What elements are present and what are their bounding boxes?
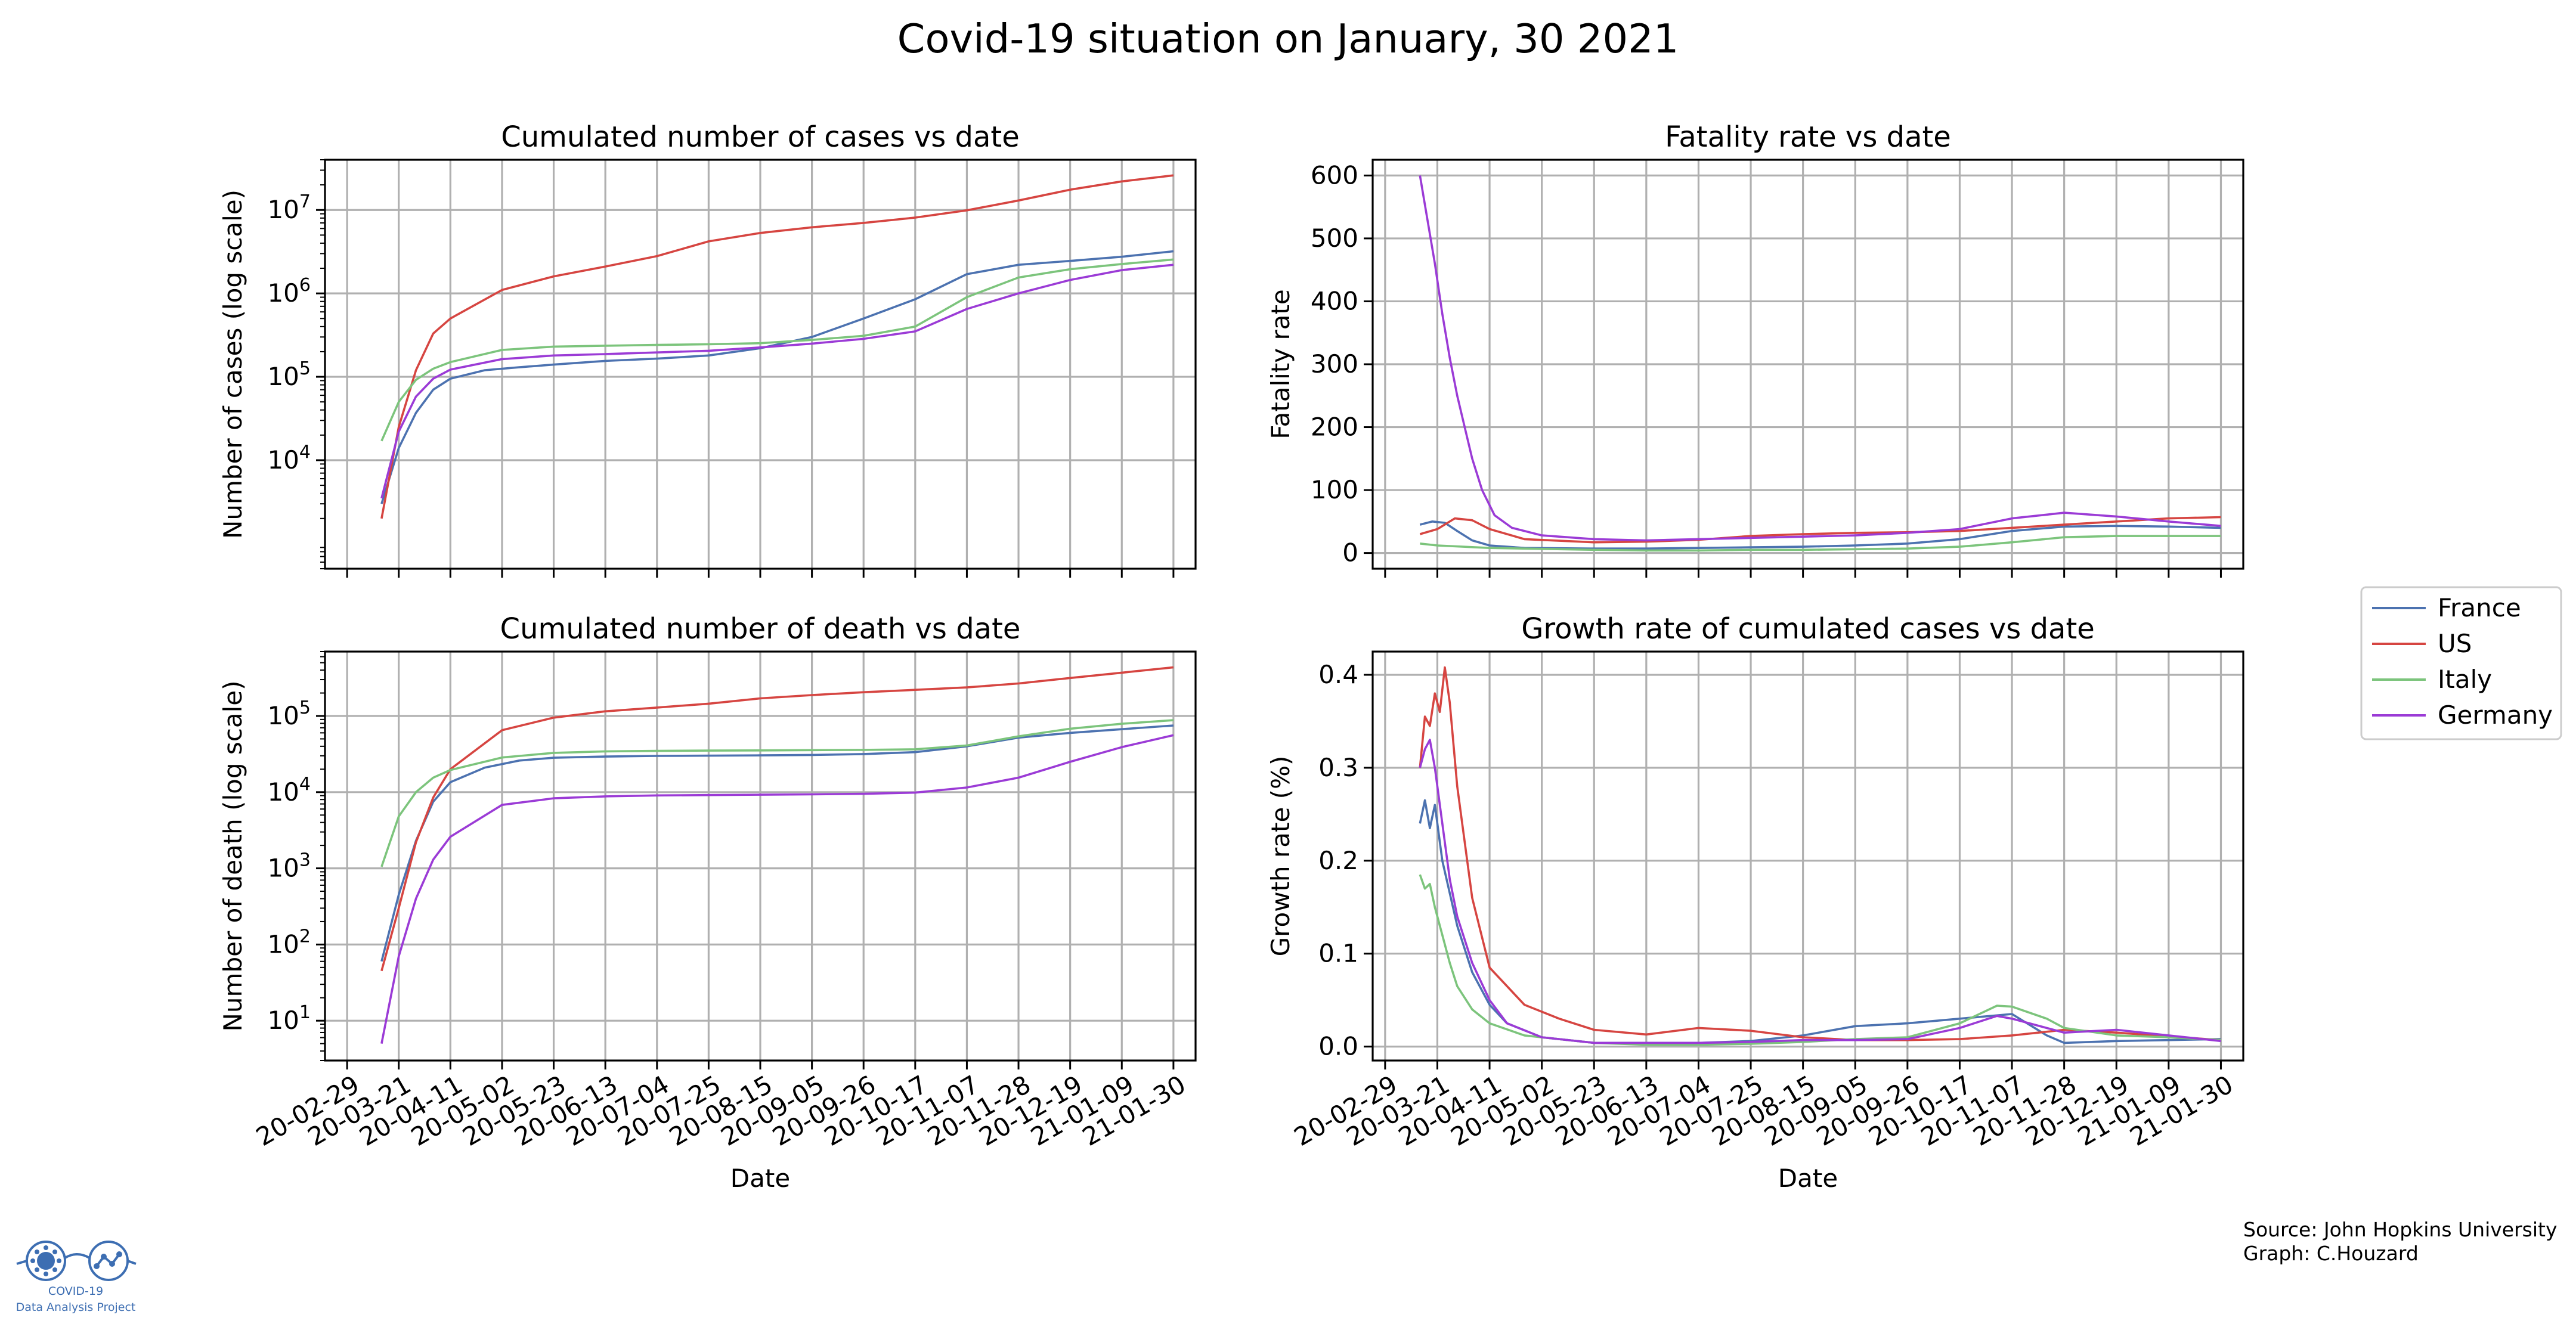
y-tick-label: 104	[267, 442, 311, 475]
plot-frame	[324, 650, 1197, 1062]
series-line-us	[380, 666, 1174, 972]
plot-frame	[1371, 159, 2244, 570]
y-tick-label: 105	[267, 697, 311, 730]
plot-frame	[324, 159, 1197, 570]
series-line-italy	[380, 719, 1174, 867]
figure-title: Covid-19 situation on January, 30 2021	[897, 15, 1679, 62]
series-line-france	[380, 724, 1174, 962]
axes-layer: Cumulated number of cases vs date 104 105 1…	[218, 120, 2244, 1193]
legend-label-italy: Italy	[2438, 665, 2492, 694]
series-line-germany	[380, 263, 1174, 499]
series-line-us	[1419, 666, 2221, 1041]
series-line-france	[380, 250, 1174, 504]
y-tick-label: 0.1	[1318, 939, 1358, 968]
y-axis-label: Growth rate (%)	[1266, 756, 1295, 957]
y-axis-label: Fatality rate	[1266, 289, 1295, 439]
y-tick-label: 101	[267, 1002, 311, 1035]
legend-label-us: US	[2438, 629, 2472, 658]
graph-credit-text: Graph: C.Houzard	[2243, 1241, 2419, 1265]
series-line-germany	[380, 734, 1174, 1044]
source-note: Source: John Hopkins University Graph: C…	[2243, 1218, 2558, 1265]
project-logo: COVID-19 Data Analysis Project	[13, 1228, 138, 1317]
chart-4: Growth rate of cumulated cases vs date20…	[1266, 612, 2244, 1193]
plot-frame	[1371, 650, 2244, 1062]
y-tick-label: 104	[267, 774, 311, 807]
x-axis-label: Date	[1778, 1164, 1838, 1193]
y-tick-label: 103	[267, 850, 311, 883]
logo-caption-line-2: Data Analysis Project	[16, 1301, 136, 1314]
y-tick-label: 0.4	[1318, 660, 1358, 689]
y-tick-label: 100	[1311, 475, 1358, 504]
y-tick-label: 500	[1311, 224, 1358, 253]
series-line-italy	[1420, 535, 2221, 552]
y-tick-label: 0.2	[1318, 846, 1358, 875]
series-line-us	[380, 174, 1174, 519]
legend-box	[2360, 586, 2562, 740]
chart-title: Cumulated number of death vs date	[500, 612, 1021, 646]
chart-title: Growth rate of cumulated cases vs date	[1521, 612, 2095, 646]
series-line-italy	[1419, 874, 2221, 1046]
x-axis-label: Date	[730, 1164, 790, 1193]
series-line-germany	[1419, 175, 2221, 542]
y-tick-label: 107	[267, 191, 311, 224]
y-tick-label: 400	[1311, 286, 1358, 315]
series-line-france	[1419, 520, 2221, 550]
y-tick-label: 0.0	[1318, 1032, 1358, 1061]
y-tick-label: 102	[267, 926, 311, 959]
chart-1: Cumulated number of cases vs date 104 105 1…	[218, 120, 1197, 578]
legend-label-germany: Germany	[2438, 700, 2553, 730]
y-tick-label: 105	[267, 358, 311, 391]
y-axis-label: Number of cases (log scale)	[218, 190, 247, 539]
y-tick-label: 200	[1311, 413, 1358, 442]
virus-and-glasses-logo-icon	[16, 1241, 137, 1281]
y-tick-label: 0	[1342, 538, 1358, 568]
series-line-us	[1419, 516, 2221, 544]
y-axis-label: Number of death (log scale)	[218, 681, 247, 1032]
chart-title: Cumulated number of cases vs date	[501, 120, 1020, 154]
chart-3: Cumulated number of death vs date20-02-2…	[218, 612, 1197, 1193]
series-line-germany	[1419, 739, 2221, 1044]
legend: France US Italy Germany	[2360, 586, 2562, 740]
y-tick-label: 0.3	[1318, 753, 1358, 782]
logo-caption-line-1: COVID-19	[48, 1285, 104, 1298]
chart-title: Fatality rate vs date	[1665, 120, 1951, 154]
y-tick-label: 300	[1311, 349, 1358, 379]
y-tick-label: 600	[1311, 160, 1358, 190]
series-line-france	[1419, 799, 2221, 1044]
legend-label-france: France	[2438, 593, 2521, 622]
chart-2: Fatality rate vs date 0 100 200 300 400 500 600…	[1266, 120, 2244, 578]
series-line-italy	[380, 258, 1174, 442]
y-tick-label: 106	[267, 275, 311, 308]
source-text: Source: John Hopkins University	[2243, 1218, 2558, 1241]
